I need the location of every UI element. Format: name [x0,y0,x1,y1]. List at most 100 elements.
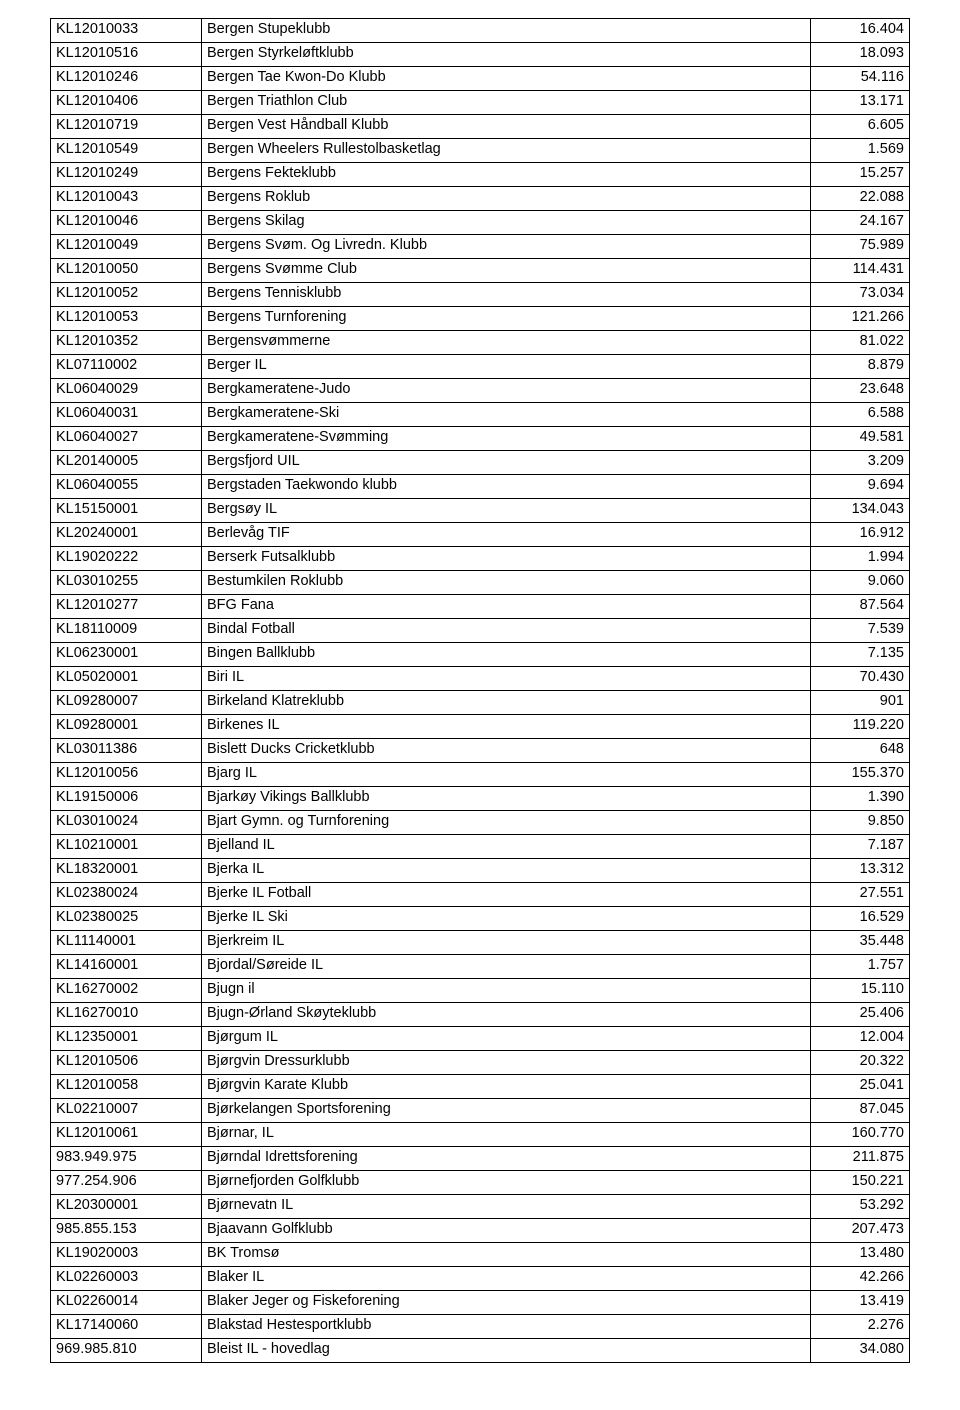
cell-name: Bjørgvin Karate Klubb [202,1075,811,1099]
table-row: KL11140001Bjerkreim IL35.448 [51,931,910,955]
table-row: KL20300001Bjørnevatn IL53.292 [51,1195,910,1219]
cell-name: Bergens Turnforening [202,307,811,331]
cell-value: 73.034 [811,283,910,307]
table-row: KL12350001Bjørgum IL12.004 [51,1027,910,1051]
cell-name: Bergen Vest Håndball Klubb [202,115,811,139]
cell-value: 15.110 [811,979,910,1003]
cell-id: KL06040055 [51,475,202,499]
cell-name: Bergkameratene-Judo [202,379,811,403]
cell-name: Bergens Svømme Club [202,259,811,283]
cell-id: KL12010277 [51,595,202,619]
cell-value: 27.551 [811,883,910,907]
table-row: KL12010549Bergen Wheelers Rullestolbaske… [51,139,910,163]
cell-name: Bjaavann Golfklubb [202,1219,811,1243]
table-row: KL17140060Blakstad Hestesportklubb2.276 [51,1315,910,1339]
cell-name: Bjørkelangen Sportsforening [202,1099,811,1123]
cell-id: 969.985.810 [51,1339,202,1363]
cell-name: Bingen Ballklubb [202,643,811,667]
cell-name: BFG Fana [202,595,811,619]
cell-value: 648 [811,739,910,763]
cell-id: KL02210007 [51,1099,202,1123]
cell-value: 7.135 [811,643,910,667]
cell-value: 16.529 [811,907,910,931]
table-row: KL12010719Bergen Vest Håndball Klubb6.60… [51,115,910,139]
cell-id: KL12010049 [51,235,202,259]
table-row: KL18110009Bindal Fotball7.539 [51,619,910,643]
table-row: KL18320001Bjerka IL13.312 [51,859,910,883]
table-row: KL12010053Bergens Turnforening121.266 [51,307,910,331]
cell-value: 34.080 [811,1339,910,1363]
table-row: KL12010061Bjørnar, IL160.770 [51,1123,910,1147]
cell-id: KL05020001 [51,667,202,691]
cell-id: KL12010506 [51,1051,202,1075]
cell-id: KL02380024 [51,883,202,907]
cell-name: Bergens Fekteklubb [202,163,811,187]
cell-id: KL06040029 [51,379,202,403]
table-row: KL06230001Bingen Ballklubb7.135 [51,643,910,667]
table-row: KL15150001Bergsøy IL134.043 [51,499,910,523]
table-row: KL10210001Bjelland IL7.187 [51,835,910,859]
table-row: KL16270010Bjugn-Ørland Skøyteklubb25.406 [51,1003,910,1027]
cell-name: Bjerke IL Ski [202,907,811,931]
cell-name: Bergsøy IL [202,499,811,523]
cell-name: Blaker IL [202,1267,811,1291]
cell-value: 13.419 [811,1291,910,1315]
table-row: 977.254.906Bjørnefjorden Golfklubb150.22… [51,1171,910,1195]
cell-value: 6.588 [811,403,910,427]
cell-value: 16.912 [811,523,910,547]
cell-id: KL03011386 [51,739,202,763]
table-row: KL06040031Bergkameratene-Ski6.588 [51,403,910,427]
cell-value: 70.430 [811,667,910,691]
table-row: KL09280001Birkenes IL119.220 [51,715,910,739]
table-row: KL02380024Bjerke IL Fotball27.551 [51,883,910,907]
cell-value: 15.257 [811,163,910,187]
cell-value: 8.879 [811,355,910,379]
cell-value: 87.045 [811,1099,910,1123]
cell-value: 9.850 [811,811,910,835]
cell-name: Bjordal/Søreide IL [202,955,811,979]
cell-name: Bjørgvin Dressurklubb [202,1051,811,1075]
cell-name: Bislett Ducks Cricketklubb [202,739,811,763]
cell-id: KL10210001 [51,835,202,859]
table-row: KL05020001Biri IL70.430 [51,667,910,691]
cell-id: KL12350001 [51,1027,202,1051]
cell-name: Bjarg IL [202,763,811,787]
cell-id: KL12010043 [51,187,202,211]
cell-name: Bjugn il [202,979,811,1003]
cell-name: Bleist IL - hovedlag [202,1339,811,1363]
cell-name: Bergens Roklub [202,187,811,211]
cell-value: 20.322 [811,1051,910,1075]
cell-id: KL06040031 [51,403,202,427]
cell-id: KL06040027 [51,427,202,451]
cell-id: KL09280007 [51,691,202,715]
table-row: 985.855.153Bjaavann Golfklubb207.473 [51,1219,910,1243]
cell-id: KL07110002 [51,355,202,379]
table-row: KL19020003BK Tromsø13.480 [51,1243,910,1267]
table-row: KL06040029Bergkameratene-Judo23.648 [51,379,910,403]
cell-name: Bergkameratene-Svømming [202,427,811,451]
table-row: KL02380025Bjerke IL Ski16.529 [51,907,910,931]
table-row: KL12010249Bergens Fekteklubb15.257 [51,163,910,187]
cell-value: 1.994 [811,547,910,571]
cell-value: 81.022 [811,331,910,355]
cell-id: KL20140005 [51,451,202,475]
cell-value: 207.473 [811,1219,910,1243]
cell-id: KL19150006 [51,787,202,811]
table-row: KL02210007Bjørkelangen Sportsforening87.… [51,1099,910,1123]
table-row: KL03011386Bislett Ducks Cricketklubb648 [51,739,910,763]
table-row: KL12010277BFG Fana87.564 [51,595,910,619]
table-row: KL19020222Berserk Futsalklubb1.994 [51,547,910,571]
cell-id: KL06230001 [51,643,202,667]
cell-name: Bergsfjord UIL [202,451,811,475]
cell-id: KL12010549 [51,139,202,163]
cell-value: 3.209 [811,451,910,475]
cell-id: KL12010033 [51,19,202,43]
cell-id: KL18320001 [51,859,202,883]
cell-id: KL03010255 [51,571,202,595]
cell-name: Bjørgum IL [202,1027,811,1051]
cell-name: Bergstaden Taekwondo klubb [202,475,811,499]
cell-id: KL16270002 [51,979,202,1003]
cell-id: KL12010246 [51,67,202,91]
cell-name: BK Tromsø [202,1243,811,1267]
table-row: KL12010033Bergen Stupeklubb16.404 [51,19,910,43]
